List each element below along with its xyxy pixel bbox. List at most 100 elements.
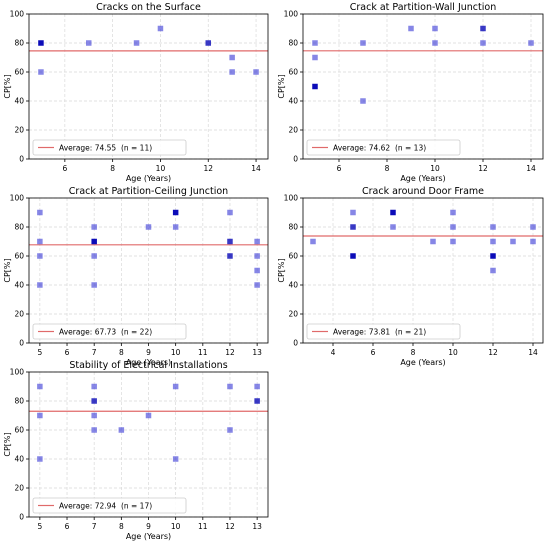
data-point: [91, 427, 97, 433]
y-tick-label: 100: [10, 194, 25, 203]
x-axis-label: Age (Years): [126, 532, 171, 541]
y-tick-label: 40: [288, 97, 298, 106]
data-point: [253, 69, 259, 75]
x-tick-label: 5: [37, 348, 42, 357]
x-tick-label: 8: [411, 348, 416, 357]
x-tick-label: 7: [92, 522, 97, 531]
legend: Average: 72.94 (n = 17): [32, 497, 187, 514]
data-point: [91, 238, 97, 245]
x-tick-label: 6: [371, 348, 376, 357]
y-axis-label: CP[%]: [277, 258, 286, 282]
y-tick-label: 20: [14, 484, 24, 493]
legend-box: [306, 139, 461, 156]
data-point: [172, 209, 179, 216]
x-tick-label: 5: [37, 522, 42, 531]
data-point: [490, 253, 496, 259]
legend-label: Average: 67.73 (n = 22): [59, 327, 152, 336]
data-point: [490, 224, 496, 230]
chart-title: Crack at Partition-Wall Junction: [350, 2, 496, 13]
y-tick-label: 0: [19, 513, 24, 522]
data-point: [312, 40, 318, 46]
y-tick-label: 0: [19, 339, 24, 348]
legend: Average: 74.62 (n = 13): [306, 139, 461, 156]
legend-box: [32, 497, 187, 514]
data-point: [450, 224, 456, 230]
data-point: [86, 40, 92, 46]
x-tick-label: 10: [430, 164, 440, 173]
y-tick-label: 40: [14, 455, 24, 464]
data-point: [37, 282, 43, 288]
data-point: [37, 412, 43, 419]
data-point: [205, 40, 211, 46]
data-point: [91, 412, 97, 419]
data-point: [38, 40, 44, 46]
data-point: [133, 40, 140, 46]
x-tick-label: 10: [448, 348, 458, 357]
data-point: [254, 383, 260, 390]
x-tick-label: 12: [225, 522, 235, 531]
data-point: [530, 224, 536, 230]
y-tick-label: 80: [14, 39, 24, 48]
data-point: [227, 238, 233, 245]
data-point: [172, 224, 179, 230]
data-point: [229, 54, 235, 61]
data-point: [528, 40, 534, 46]
x-tick-label: 4: [331, 348, 336, 357]
chart-panel-1: 6 8 10 12 14 0 20 40 60 80 100 Cracks on the Surfac…: [3, 2, 269, 183]
x-tick-label: 6: [62, 164, 67, 173]
data-point: [312, 54, 318, 61]
data-point: [37, 456, 43, 462]
x-tick-label: 6: [65, 522, 70, 531]
x-tick-label: 14: [251, 164, 261, 173]
y-tick-label: 40: [14, 97, 24, 106]
data-point: [530, 238, 536, 245]
data-point: [91, 253, 97, 259]
x-tick-label: 6: [65, 348, 70, 357]
x-tick-label: 14: [526, 164, 536, 173]
x-tick-label: 12: [478, 164, 488, 173]
data-point: [227, 383, 233, 390]
x-tick-label: 8: [385, 164, 390, 173]
x-tick-label: 12: [203, 164, 213, 173]
y-tick-label: 80: [288, 39, 298, 48]
x-axis-label: Age (Years): [400, 358, 445, 367]
legend-box: [306, 323, 461, 340]
x-axis-label: Age (Years): [126, 358, 171, 367]
data-point: [390, 209, 396, 216]
data-point: [254, 238, 260, 245]
data-point: [157, 25, 164, 32]
data-point: [360, 98, 366, 104]
data-point: [432, 25, 438, 32]
y-tick-label: 80: [14, 223, 24, 232]
data-point: [490, 267, 496, 274]
data-point: [450, 209, 456, 216]
legend-label: Average: 72.94 (n = 17): [59, 501, 152, 510]
y-tick-label: 100: [284, 10, 299, 19]
y-tick-label: 20: [288, 126, 298, 135]
x-tick-label: 6: [337, 164, 342, 173]
data-point: [227, 253, 233, 259]
data-point: [310, 238, 316, 245]
chart-title: Stability of Electrical Installations: [69, 360, 227, 371]
axes-frame: [28, 13, 269, 160]
x-tick-label: 12: [225, 348, 235, 357]
chart-panel-2: 6 8 10 12 14 0 20 40 60 80 100 Crack at Partition-W…: [277, 2, 544, 183]
x-axis-label: Age (Years): [126, 174, 171, 183]
chart-panel-5: 5 6 7 8 9 10 11 12 13 0 20 40 60 80 100 Stability of El…: [3, 360, 269, 541]
data-point: [118, 427, 125, 433]
x-tick-label: 10: [171, 348, 181, 357]
y-tick-label: 100: [10, 368, 25, 377]
legend: Average: 67.73 (n = 22): [32, 323, 187, 340]
y-tick-label: 60: [14, 426, 24, 435]
y-tick-label: 20: [288, 310, 298, 319]
y-tick-label: 0: [293, 155, 298, 164]
legend-label: Average: 73.81 (n = 21): [333, 327, 426, 336]
y-tick-label: 40: [288, 281, 298, 290]
y-tick-label: 0: [293, 339, 298, 348]
data-point: [312, 83, 318, 90]
chart-title: Crack at Partition-Ceiling Junction: [69, 186, 228, 197]
x-tick-label: 12: [488, 348, 498, 357]
data-point: [480, 25, 486, 32]
y-tick-label: 80: [14, 397, 24, 406]
